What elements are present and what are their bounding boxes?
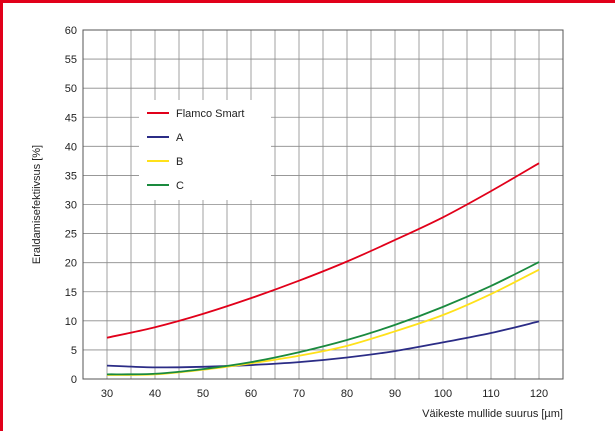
legend: Flamco Smart ABC (139, 100, 271, 200)
x-tick-labels: 30 40 50 60 70 80 90 100 110 120 (101, 388, 548, 400)
x-tick-label: 90 (389, 388, 401, 400)
series-line-flamco-smart (106, 162, 540, 339)
x-tick-label: 110 (482, 388, 500, 400)
series-line-c (106, 261, 540, 376)
x-tick-label: 50 (197, 388, 209, 400)
legend-label: A (176, 132, 184, 144)
y-tick-label: 20 (65, 258, 77, 270)
x-tick-label: 60 (245, 388, 257, 400)
y-axis-label: Eraldamisefektiivsus [%] (31, 145, 43, 264)
legend-box (139, 100, 271, 200)
x-axis-label: Väikeste mullide suurus [µm] (422, 408, 563, 420)
y-tick-label: 30 (65, 200, 77, 212)
x-tick-label: 80 (341, 388, 353, 400)
legend-label: C (176, 180, 184, 192)
series-line-a (106, 320, 540, 369)
y-tick-label: 10 (65, 316, 77, 328)
series-lines (106, 162, 540, 376)
y-tick-label: 0 (71, 374, 77, 386)
x-tick-label: 120 (530, 388, 548, 400)
y-tick-label: 15 (65, 287, 77, 299)
x-tick-label: 30 (101, 388, 113, 400)
x-tick-label: 70 (293, 388, 305, 400)
y-tick-label: 55 (65, 54, 77, 66)
grid (82, 29, 564, 380)
y-tick-label: 40 (65, 141, 77, 153)
y-tick-labels: 0 5 10 15 20 25 30 35 40 45 50 55 60 (65, 25, 77, 386)
x-tick-label: 100 (434, 388, 452, 400)
x-tick-label: 40 (149, 388, 161, 400)
y-tick-label: 5 (71, 345, 77, 357)
y-tick-label: 50 (65, 83, 77, 95)
y-tick-label: 45 (65, 112, 77, 124)
plot-border (82, 29, 564, 380)
y-tick-label: 25 (65, 229, 77, 241)
y-tick-label: 60 (65, 25, 77, 37)
legend-label: B (176, 156, 183, 168)
plot-area-border (82, 29, 564, 380)
y-tick-label: 35 (65, 170, 77, 182)
legend-label: Flamco Smart (176, 108, 244, 120)
line-chart: Flamco Smart ABC 0 5 10 15 20 25 30 35 40 45 50 55 60… (31, 25, 564, 420)
